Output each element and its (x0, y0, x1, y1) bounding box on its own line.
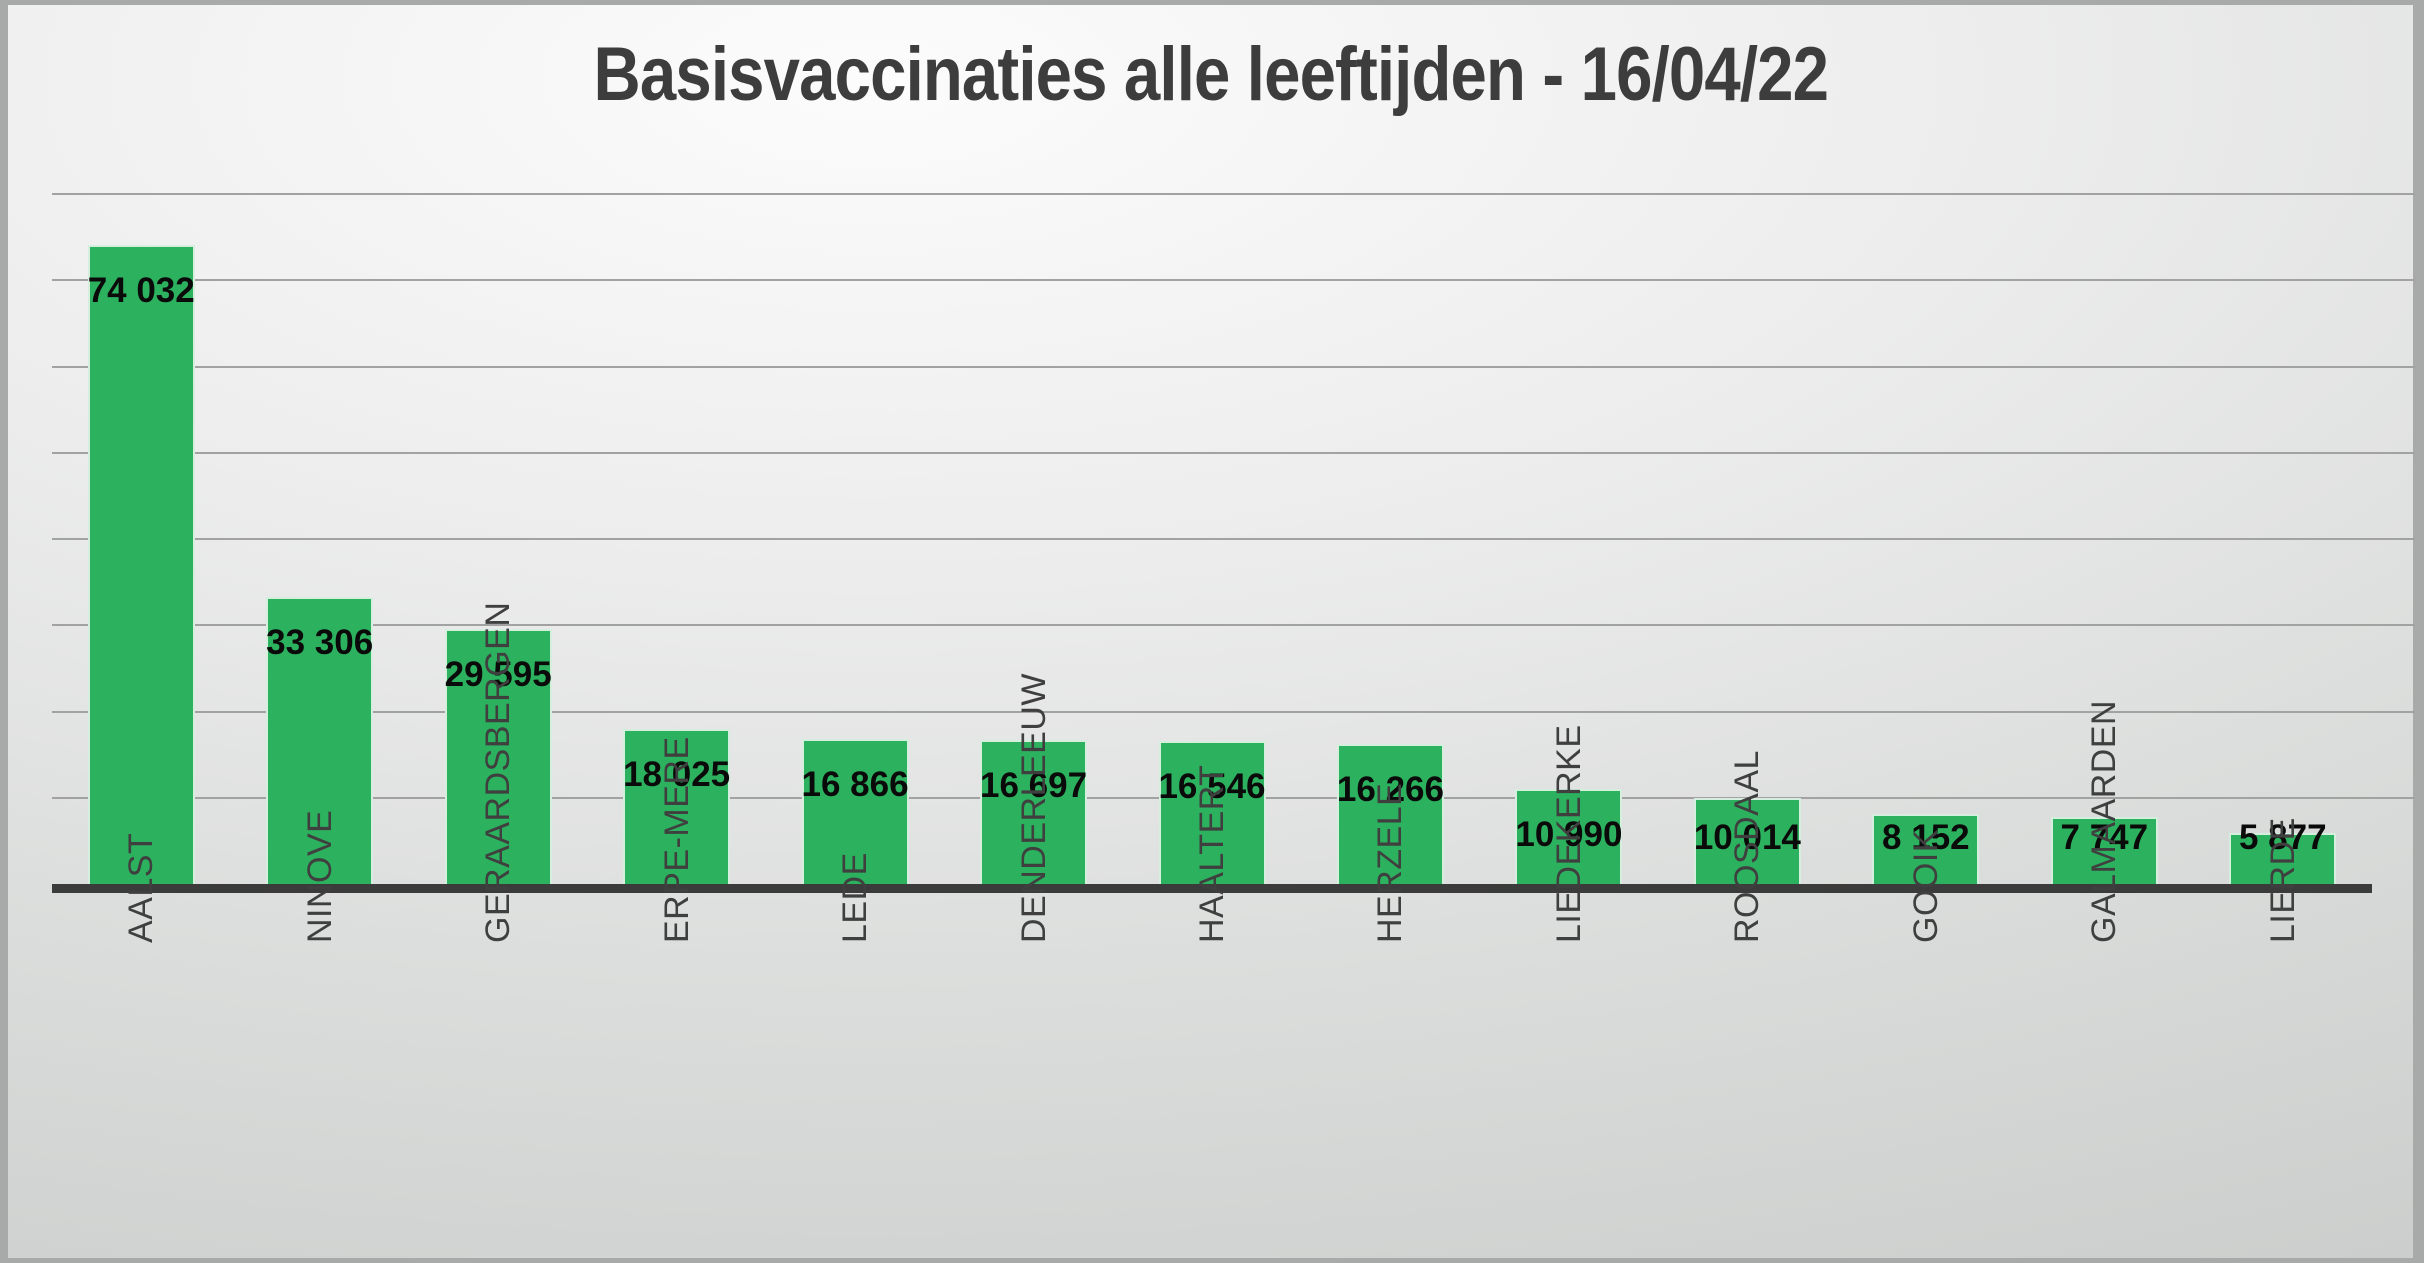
bar-haaltert (1158, 741, 1266, 884)
category-label-text: LIEDEKERKE (1549, 724, 1589, 943)
bar-lede (801, 738, 909, 884)
bar-roosdaal (1693, 797, 1801, 884)
gridline (52, 710, 2415, 713)
category-label-text: HERZELE (1370, 783, 1410, 943)
category-label-text: NINOVE (300, 810, 340, 943)
bar-value-label: 33 306 (266, 622, 374, 662)
category-label-text: DENDERLEEUW (1014, 673, 1054, 943)
bar-value-label: 18 025 (623, 754, 731, 794)
chart-title-text: Basisvaccinaties alle leeftijden - 16/04… (593, 32, 1828, 117)
bar-value-label: 10 014 (1693, 818, 1801, 857)
bar-herzele (1336, 743, 1444, 884)
bar-denderleeuw (980, 739, 1088, 884)
bar-erpe-mere (623, 728, 731, 884)
gridline (52, 193, 2415, 195)
bar-value-label: 29 595 (444, 654, 552, 694)
category-label-text: GALMAARDEN (2084, 700, 2124, 943)
category-label-text: LEDE (836, 852, 875, 943)
category-label-text: ERPE-MERE (657, 736, 697, 943)
bar-gooik (1872, 813, 1980, 884)
bar-value-label: 10 990 (1515, 815, 1623, 855)
category-label-text: GOOIK (1906, 829, 1946, 943)
bar-value-label: 74 032 (87, 271, 195, 311)
plot-area: 74 032 AALST 33 306 NINOVE 29 595GERAARDSBER… (8, 5, 2415, 1258)
category-label-text: ROOSDAAL (1727, 750, 1767, 943)
bar-aalst (87, 245, 195, 884)
category-label-text: HAALTERT (1192, 765, 1232, 943)
category-label-text: AALST (121, 833, 161, 943)
category-label-text: GERAARDSBERGEN (478, 602, 518, 943)
bar-value-label: 16 266 (1336, 769, 1444, 809)
bar-galmaarden (2050, 817, 2158, 884)
gridline (52, 538, 2415, 540)
bar-geraardsbergen (444, 628, 552, 884)
bar-value-label: 8 152 (1882, 818, 1970, 857)
gridline (52, 451, 2415, 454)
bar-value-label: 16 866 (801, 764, 909, 804)
slide-background: Basisvaccinaties alle leeftijden - 16/04… (8, 5, 2415, 1258)
gridline (52, 624, 2415, 627)
bar-value-label: 7 747 (2060, 818, 2149, 857)
bar-liedekerke (1515, 789, 1623, 884)
bar-value-label: 5 877 (2238, 818, 2327, 857)
gridline (52, 279, 2415, 282)
bar-value-label: 16 546 (1158, 767, 1266, 807)
bar-lierde (2229, 833, 2337, 884)
bar-value-label: 16 697 (980, 765, 1088, 805)
category-label-text: LIERDE (2263, 817, 2303, 943)
bar-ninove (266, 596, 374, 884)
chart-title: Basisvaccinaties alle leeftijden - 16/04… (8, 31, 2413, 118)
gridline (52, 365, 2415, 368)
x-axis-line (52, 884, 2372, 893)
